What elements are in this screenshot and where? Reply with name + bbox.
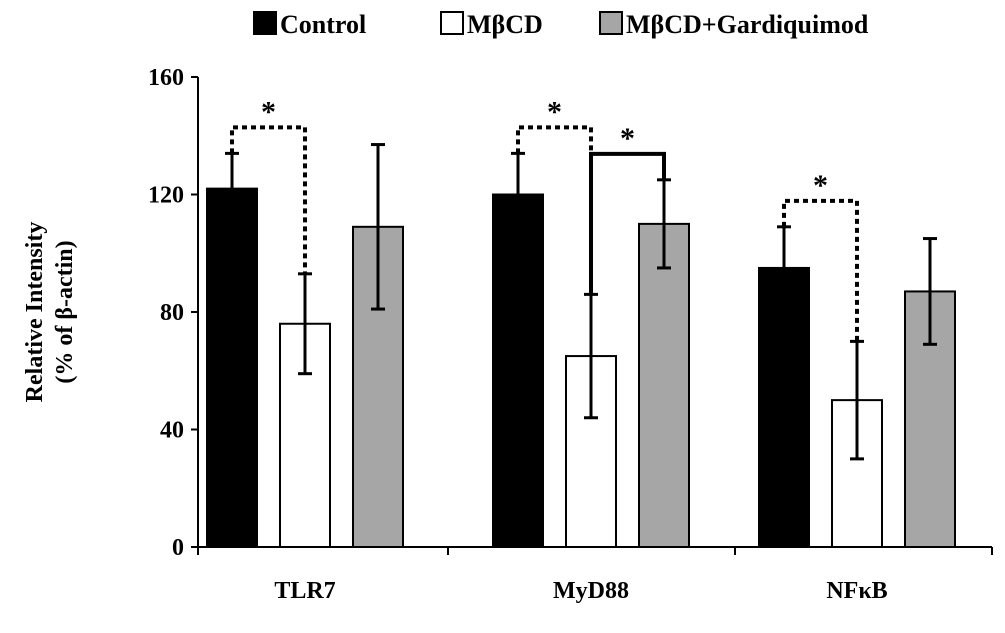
legend-item: MβCD [440, 10, 543, 39]
legend: Control MβCD MβCD+Gardiquimod [253, 10, 869, 39]
y-tick-label: 120 [148, 183, 184, 209]
plot-area: 0 40 80 120 160 TLR7 MyD88 NFκB Relative Intensi… [22, 65, 993, 604]
y-tick-label: 0 [172, 535, 184, 561]
y-tick-label: 160 [148, 65, 184, 91]
x-category-label: MyD88 [553, 578, 629, 604]
significance-star: * [547, 95, 562, 128]
bar-control-myd88 [492, 193, 544, 548]
legend-label: MβCD+Gardiquimod [626, 10, 869, 39]
significance-bracket [782, 198, 859, 342]
significance-bracket [589, 151, 666, 295]
legend-swatch [253, 11, 277, 35]
significance-star: * [813, 169, 828, 202]
significance-bracket [230, 125, 307, 274]
significance-star: * [620, 122, 635, 155]
legend-label: Control [280, 10, 366, 39]
significance-star: * [261, 95, 276, 128]
error-bar [371, 143, 385, 311]
significance-brackets: * * * * [230, 95, 859, 342]
legend-item: Control [253, 10, 366, 39]
error-bar [850, 339, 864, 461]
y-axis-title-line2: (% of β-actin) [52, 240, 78, 383]
y-tick-label: 40 [160, 418, 184, 444]
x-category-label: TLR7 [274, 578, 335, 604]
legend-swatch [599, 11, 623, 35]
bar-control-tlr7 [206, 187, 258, 548]
y-axis-title: Relative Intensity (% of β-actin) [22, 222, 78, 403]
x-category-label: NFκB [826, 578, 887, 604]
legend-label: MβCD [467, 10, 543, 39]
y-axis-title-line1: Relative Intensity [22, 222, 48, 403]
y-tick-label: 80 [160, 300, 184, 326]
legend-item: MβCD+Gardiquimod [599, 10, 869, 39]
legend-swatch [440, 11, 464, 35]
bar-m-cd-gardiquimod-myd88 [638, 222, 690, 548]
error-bar [923, 237, 937, 346]
